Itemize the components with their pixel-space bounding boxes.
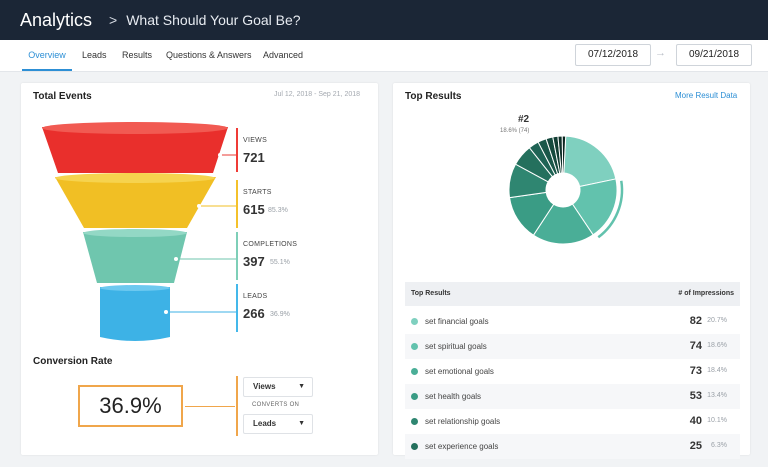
- funnel-graphic: [42, 122, 236, 341]
- completions-indicator-bar: [236, 232, 238, 280]
- results-table-header: Top Results # of Impressions: [405, 282, 740, 306]
- impressions-percent: 18.4%: [707, 367, 727, 374]
- funnel-starts-top: [55, 173, 215, 183]
- leads-value: 266: [243, 306, 265, 321]
- conversion-from-value: Views: [253, 382, 276, 391]
- more-result-data-link[interactable]: More Result Data: [675, 91, 738, 100]
- result-label: set health goals: [425, 392, 482, 401]
- series-dot: [411, 443, 418, 450]
- start-date-field[interactable]: 07/12/2018: [575, 44, 651, 66]
- tab-leads[interactable]: Leads: [82, 50, 107, 60]
- result-label: set relationship goals: [425, 417, 501, 426]
- impressions-value: 53: [689, 390, 702, 402]
- impressions-percent: 10.1%: [707, 417, 727, 424]
- views-value: 721: [243, 150, 265, 165]
- completions-percent: 55.1%: [270, 259, 290, 266]
- end-date-field[interactable]: 09/21/2018: [676, 44, 752, 66]
- chevron-down-icon: ▼: [298, 420, 305, 427]
- tab-results[interactable]: Results: [122, 50, 153, 60]
- impressions-percent: 20.7%: [707, 317, 727, 324]
- impressions-percent: 13.4%: [707, 392, 727, 399]
- funnel-leads-segment: [100, 287, 170, 341]
- impressions-value: 40: [689, 415, 702, 427]
- pie-slice[interactable]: [561, 135, 567, 174]
- total-events-title: Total Events: [33, 91, 92, 102]
- date-range-label: Jul 12, 2018 - Sep 21, 2018: [274, 91, 361, 98]
- impressions-value: 25: [689, 440, 702, 452]
- table-row[interactable]: set health goals 53 13.4%: [405, 384, 740, 409]
- result-label: set emotional goals: [425, 367, 494, 376]
- top-bar: Analytics > What Should Your Goal Be?: [0, 0, 768, 40]
- impressions-value: 74: [689, 340, 702, 352]
- funnel-views-segment: [42, 127, 228, 173]
- date-range-arrow-icon: →: [655, 47, 666, 59]
- chevron-down-icon: ▼: [298, 383, 305, 390]
- completions-label: COMPLETIONS: [243, 241, 298, 248]
- tab-overview[interactable]: Overview: [22, 40, 72, 71]
- pie-highlight-arc: [597, 180, 624, 239]
- starts-label: STARTS: [243, 189, 272, 196]
- conversion-rate-title: Conversion Rate: [33, 356, 113, 367]
- leads-percent: 36.9%: [270, 311, 290, 318]
- page-title: What Should Your Goal Be?: [126, 12, 301, 28]
- funnel-completions-segment: [83, 232, 187, 283]
- impressions-col-header: # of Impressions: [678, 290, 734, 297]
- impressions-percent: 6.3%: [711, 442, 727, 449]
- series-dot: [411, 393, 418, 400]
- views-indicator-bar: [236, 128, 238, 172]
- conversion-indicator-bar: [236, 376, 238, 436]
- starts-value: 615: [243, 202, 265, 217]
- table-row[interactable]: set financial goals 82 20.7%: [405, 309, 740, 334]
- table-row[interactable]: set spiritual goals 74 18.6%: [405, 334, 740, 359]
- leads-label: LEADS: [243, 293, 268, 300]
- funnel-starts-segment: [55, 177, 216, 228]
- funnel-completions-top: [83, 229, 187, 237]
- views-connector-dot: [218, 153, 222, 157]
- conversion-rate-value: 36.9%: [78, 385, 183, 427]
- funnel-leads-top: [100, 285, 170, 291]
- sub-nav: Overview Leads Results Questions & Answe…: [0, 40, 768, 72]
- impressions-value: 73: [689, 365, 702, 377]
- tab-questions-answers[interactable]: Questions & Answers: [166, 50, 252, 60]
- result-label: set spiritual goals: [425, 342, 487, 351]
- series-dot: [411, 368, 418, 375]
- starts-connector-dot: [197, 204, 201, 208]
- conversion-to-select[interactable]: Leads ▼: [243, 414, 313, 434]
- leads-indicator-bar: [236, 284, 238, 332]
- breadcrumb-separator: >: [109, 12, 118, 28]
- completions-value: 397: [243, 254, 265, 269]
- table-row[interactable]: set emotional goals 73 18.4%: [405, 359, 740, 384]
- views-label: VIEWS: [243, 137, 268, 144]
- top-results-title: Top Results: [405, 91, 462, 102]
- starts-percent: 85.3%: [268, 207, 288, 214]
- pie-callout-detail: 18.6% (74): [500, 128, 530, 134]
- result-label: set financial goals: [425, 317, 489, 326]
- impressions-value: 82: [689, 315, 702, 327]
- series-dot: [411, 418, 418, 425]
- starts-indicator-bar: [236, 180, 238, 228]
- series-dot: [411, 343, 418, 350]
- completions-connector-dot: [174, 257, 178, 261]
- impressions-percent: 18.6%: [707, 342, 727, 349]
- conversion-to-value: Leads: [253, 419, 277, 428]
- results-col-header: Top Results: [411, 290, 451, 297]
- leads-connector-dot: [164, 310, 168, 314]
- conversion-connector-line: [185, 406, 235, 407]
- table-row[interactable]: set relationship goals 40 10.1%: [405, 409, 740, 434]
- table-row[interactable]: set experience goals 25 6.3%: [405, 434, 740, 459]
- top-results-pie-chart: [508, 135, 624, 245]
- series-dot: [411, 318, 418, 325]
- pie-slice[interactable]: [563, 135, 617, 188]
- conversion-from-select[interactable]: Views ▼: [243, 377, 313, 397]
- tab-advanced[interactable]: Advanced: [263, 50, 304, 60]
- funnel-views-top: [42, 122, 228, 134]
- pie-slice[interactable]: [532, 203, 594, 245]
- app-title[interactable]: Analytics: [20, 9, 93, 30]
- pie-callout-rank: #2: [518, 114, 530, 125]
- converts-on-label: CONVERTS ON: [252, 402, 300, 408]
- result-label: set experience goals: [425, 442, 499, 451]
- pie-slice[interactable]: [571, 178, 618, 236]
